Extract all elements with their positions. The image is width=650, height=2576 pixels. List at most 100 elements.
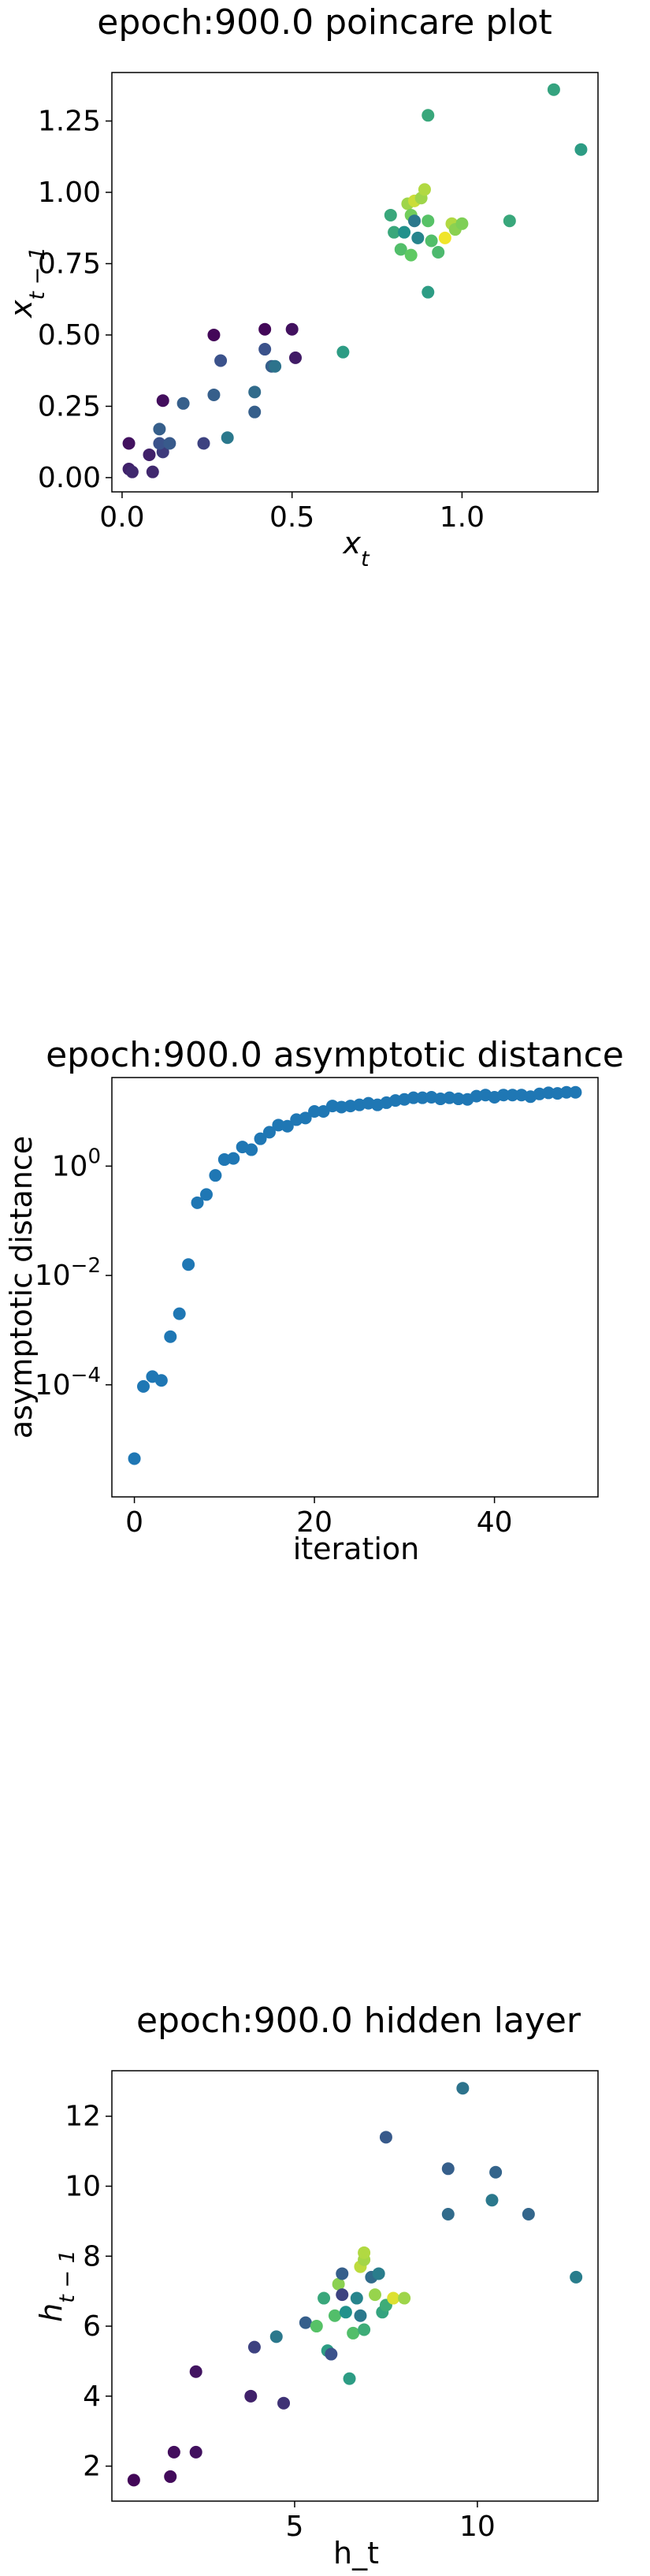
data-point xyxy=(422,214,435,228)
data-point xyxy=(245,1143,258,1156)
data-point xyxy=(404,248,418,262)
y-tick-label: 4 xyxy=(83,2381,101,2413)
data-point xyxy=(254,1132,267,1145)
x-tick-label: 5 xyxy=(286,2511,304,2543)
data-point xyxy=(451,1093,465,1106)
data-point xyxy=(318,2291,331,2305)
x-tick-label: 10 xyxy=(459,2511,496,2543)
data-point xyxy=(262,1126,276,1139)
data-point xyxy=(258,343,272,356)
data-point xyxy=(570,2270,583,2284)
data-point xyxy=(143,448,156,461)
data-point xyxy=(277,2396,291,2410)
data-point xyxy=(384,208,397,221)
data-point xyxy=(288,351,302,364)
data-point xyxy=(269,2330,283,2343)
data-point xyxy=(441,2162,455,2176)
y-tick-label: 2 xyxy=(83,2451,101,2483)
data-point xyxy=(310,2320,323,2333)
data-point xyxy=(455,217,469,230)
data-point xyxy=(387,2291,400,2305)
data-point xyxy=(173,1307,186,1320)
plot-frame xyxy=(111,72,599,493)
data-point xyxy=(164,2470,177,2483)
y-tick-label: 12 xyxy=(65,2101,101,2133)
data-point xyxy=(122,437,136,450)
data-point xyxy=(299,1111,312,1125)
y-axis-label: xt − 1 xyxy=(4,247,50,318)
data-point xyxy=(485,2194,499,2207)
data-point xyxy=(336,2267,349,2280)
data-point xyxy=(227,1152,240,1165)
data-point xyxy=(422,109,435,122)
data-point xyxy=(522,2208,535,2220)
chart-title: epoch:900.0 poincare plot xyxy=(97,2,552,43)
data-point xyxy=(388,225,401,239)
data-point xyxy=(328,2309,341,2322)
data-point xyxy=(221,431,234,445)
data-point xyxy=(163,437,176,450)
y-tick-label: 1.00 xyxy=(38,177,101,209)
data-point xyxy=(441,2208,455,2220)
x-axis-label: xt xyxy=(342,526,370,571)
data-point xyxy=(425,234,438,248)
plot-frame xyxy=(111,2070,599,2502)
x-axis-label: h_t xyxy=(333,2536,379,2570)
x-axis-label: iteration xyxy=(293,1532,420,1566)
data-point xyxy=(308,1105,321,1119)
data-point xyxy=(199,1188,213,1201)
data-point xyxy=(506,1089,519,1102)
plot-frame xyxy=(111,1077,599,1498)
data-point xyxy=(358,2323,371,2336)
data-point xyxy=(258,322,272,336)
y-tick-label: 1.25 xyxy=(38,106,101,138)
data-point xyxy=(503,214,516,228)
data-point xyxy=(207,388,221,401)
y-tick-label: 100 xyxy=(52,1145,101,1182)
data-points xyxy=(122,83,588,478)
axis-ticks: 0.0 0.5 1.0 0.00 0.25 0.50 0.75 1.00 1.25 xyxy=(38,106,485,534)
x-tick-label: 0.5 xyxy=(269,501,314,534)
data-point xyxy=(489,2165,503,2179)
data-point xyxy=(339,2306,352,2319)
data-point xyxy=(280,1119,294,1133)
data-point xyxy=(547,83,560,96)
data-point xyxy=(247,2340,261,2354)
data-point xyxy=(197,437,210,450)
data-point xyxy=(438,231,451,244)
data-points xyxy=(128,1085,582,1465)
data-point xyxy=(574,143,588,156)
data-point xyxy=(398,2291,411,2305)
y-tick-label: 10−4 xyxy=(35,1364,101,1402)
data-point xyxy=(422,285,435,299)
data-point xyxy=(127,2474,140,2487)
data-point xyxy=(125,465,139,478)
y-tick-label: 0.50 xyxy=(38,319,101,352)
data-point xyxy=(398,225,411,239)
y-tick-label: 6 xyxy=(83,2310,101,2343)
data-point xyxy=(248,405,262,419)
data-point xyxy=(332,2277,345,2291)
data-point xyxy=(269,359,282,373)
data-point xyxy=(191,1196,204,1209)
data-point xyxy=(407,1091,420,1104)
data-point xyxy=(416,1091,429,1104)
data-point xyxy=(350,2291,363,2305)
chart-title: epoch:900.0 asymptotic distance xyxy=(46,1035,624,1075)
data-point xyxy=(128,1452,141,1465)
data-point xyxy=(336,345,350,359)
y-tick-label: 8 xyxy=(83,2240,101,2273)
data-point xyxy=(153,437,166,450)
data-point xyxy=(248,385,262,399)
x-tick-label: 40 xyxy=(477,1506,513,1539)
data-point xyxy=(146,465,159,478)
x-tick-label: 20 xyxy=(296,1506,332,1539)
data-point xyxy=(156,394,169,408)
data-point xyxy=(379,2131,392,2144)
y-tick-label: 0.25 xyxy=(38,390,101,423)
data-point xyxy=(408,214,422,228)
y-tick-label: 10−2 xyxy=(35,1254,101,1292)
data-point xyxy=(207,328,221,341)
data-point xyxy=(354,2309,367,2322)
x-tick-label: 0.0 xyxy=(99,501,144,534)
